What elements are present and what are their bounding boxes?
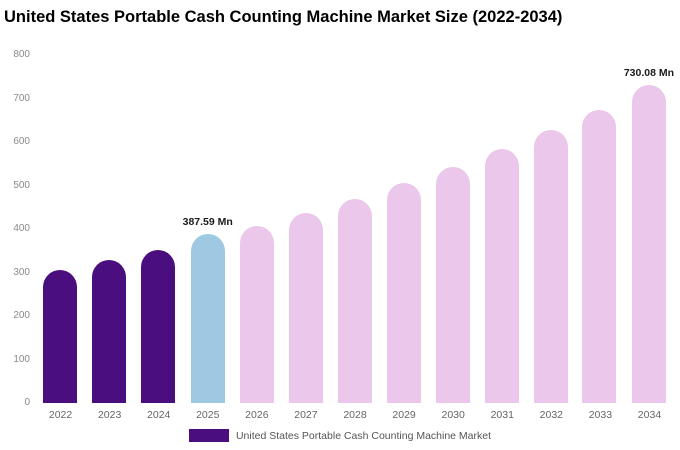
chart-title: United States Portable Cash Counting Mac… <box>4 8 563 26</box>
legend-swatch <box>188 429 229 442</box>
bar-2025[interactable] <box>190 234 225 403</box>
y-tick-label: 0 <box>24 397 30 408</box>
x-tick-label: 2031 <box>490 409 514 421</box>
bar-slot <box>526 55 575 403</box>
bar-2031[interactable] <box>484 149 519 403</box>
bar-2024[interactable] <box>141 249 176 403</box>
bar-slot <box>477 55 526 403</box>
x-axis: 2022 2023 2024 2025 2026 2027 2028 2029 2030 2031… <box>36 409 674 421</box>
x-tick-label: 2023 <box>97 409 122 421</box>
x-tick-label: 2032 <box>539 409 563 421</box>
y-tick-label: 200 <box>13 310 30 321</box>
plot-area: 387.59 Mn 730.08 Mn <box>36 55 674 403</box>
legend-label: United States Portable Cash Counting Mac… <box>235 429 492 442</box>
y-tick-label: 500 <box>13 179 30 191</box>
bar-value-label: 730.08 Mn <box>623 67 675 80</box>
x-tick-label: 2033 <box>588 409 613 421</box>
y-axis: 0 100 200 300 400 500 600 700 800 <box>6 50 36 408</box>
y-tick-label: 800 <box>13 49 30 60</box>
chart-body: 0 100 200 300 400 500 600 700 800 387.59 Mn 730.0… <box>6 50 674 408</box>
x-tick-label: 2029 <box>392 409 416 421</box>
bar-slot <box>379 55 428 403</box>
bar-slot <box>331 55 380 403</box>
bar-slot <box>282 55 331 403</box>
bar-2026[interactable] <box>240 225 275 403</box>
x-tick-label: 2028 <box>343 409 367 421</box>
bar-slot <box>575 55 624 403</box>
bar-2022[interactable] <box>43 270 78 403</box>
bar-2033[interactable] <box>582 110 617 403</box>
bar-2028[interactable] <box>338 198 373 403</box>
x-tick-label: 2024 <box>147 409 171 421</box>
y-tick-label: 700 <box>13 92 30 104</box>
bar-2029[interactable] <box>386 183 421 403</box>
x-tick-label: 2034 <box>637 409 662 421</box>
y-tick-label: 600 <box>13 136 30 147</box>
bar-slot: 387.59 Mn <box>183 55 233 403</box>
bar-2030[interactable] <box>435 166 470 403</box>
x-tick-label: 2026 <box>245 409 269 421</box>
bar-slot <box>134 55 183 403</box>
x-tick-label: 2030 <box>441 409 465 421</box>
y-tick-label: 100 <box>13 353 30 365</box>
bar-slot <box>36 55 85 403</box>
bar-slot <box>85 55 134 403</box>
bar-2032[interactable] <box>533 130 568 403</box>
bar-slot <box>428 55 477 403</box>
y-tick-label: 300 <box>13 266 30 278</box>
legend: United States Portable Cash Counting Mac… <box>0 429 680 442</box>
x-tick-label: 2027 <box>294 409 318 421</box>
bar-slot <box>233 55 282 403</box>
bar-slot: 730.08 Mn <box>624 55 674 403</box>
y-tick-label: 400 <box>13 223 30 234</box>
x-tick-label: 2025 <box>196 409 220 421</box>
bar-value-label: 387.59 Mn <box>182 216 233 229</box>
bar-2027[interactable] <box>289 212 324 403</box>
x-tick-label: 2022 <box>48 409 73 421</box>
bar-2023[interactable] <box>92 260 127 403</box>
bar-2034[interactable] <box>631 85 666 403</box>
